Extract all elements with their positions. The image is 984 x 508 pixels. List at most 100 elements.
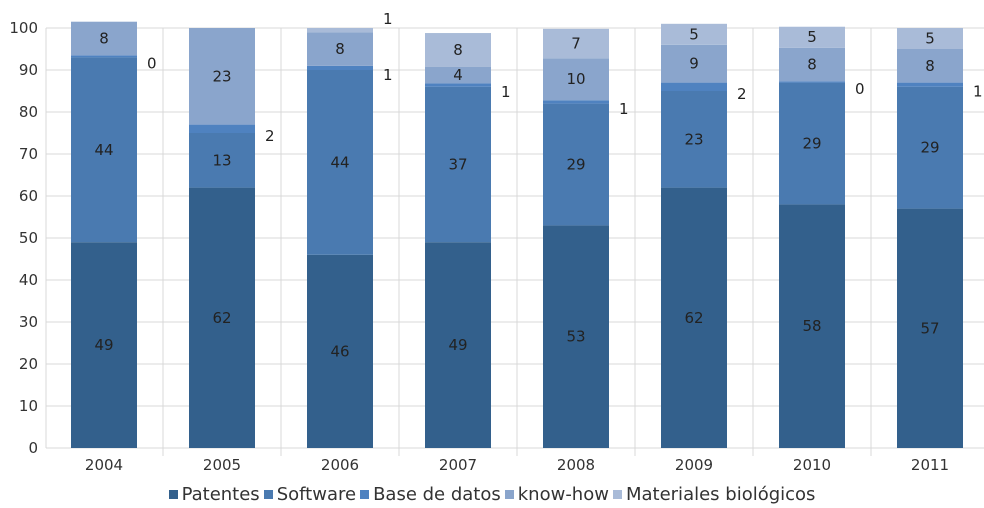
legend-item: Materiales biológicos xyxy=(612,484,816,505)
bar-segment xyxy=(189,28,255,125)
data-label: 49 xyxy=(448,336,467,354)
y-tick-label: 30 xyxy=(19,313,38,331)
x-tick-label: 2006 xyxy=(321,456,359,474)
data-label: 1 xyxy=(383,10,393,28)
bar-segment xyxy=(425,86,491,243)
bar-segment xyxy=(661,82,727,91)
data-label: 37 xyxy=(448,156,467,174)
bar-segment xyxy=(779,82,845,205)
bar-segment xyxy=(543,28,609,59)
data-label: 1 xyxy=(383,66,393,84)
x-tick-label: 2008 xyxy=(557,456,595,474)
y-tick-label: 60 xyxy=(19,187,38,205)
bar-segment xyxy=(661,187,727,448)
x-tick-label: 2004 xyxy=(85,456,123,474)
data-label: 8 xyxy=(807,56,817,74)
data-label: 57 xyxy=(920,319,939,337)
legend-swatch xyxy=(504,490,514,499)
bar-segment xyxy=(779,81,845,83)
legend-swatch xyxy=(168,490,178,499)
legend-item: Patentes xyxy=(168,484,260,505)
data-label: 13 xyxy=(212,151,231,169)
data-label: 5 xyxy=(807,28,817,46)
bar-segment xyxy=(779,204,845,448)
legend-item: Software xyxy=(263,484,357,505)
bar-segment xyxy=(779,47,845,82)
bar-segment xyxy=(71,57,137,243)
x-tick-label: 2010 xyxy=(793,456,831,474)
data-label: 53 xyxy=(566,328,585,346)
bar-segment xyxy=(543,100,609,104)
bar-segment xyxy=(189,187,255,448)
bar-segment xyxy=(661,44,727,83)
data-label: 10 xyxy=(566,70,585,88)
y-tick-label: 80 xyxy=(19,103,38,121)
bar-segment xyxy=(543,225,609,448)
y-tick-label: 90 xyxy=(19,61,38,79)
data-label: 1 xyxy=(501,83,511,101)
data-label: 58 xyxy=(802,317,821,335)
y-tick-label: 50 xyxy=(19,229,38,247)
data-label: 44 xyxy=(330,153,349,171)
bar-segment xyxy=(897,208,963,448)
legend-item: Base de datos xyxy=(360,484,501,505)
legend-item: know-how xyxy=(504,484,609,505)
data-label: 4 xyxy=(453,66,463,84)
legend-label: Software xyxy=(276,484,357,505)
bar-segment xyxy=(307,65,373,70)
y-tick-label: 100 xyxy=(9,19,38,37)
y-tick-label: 0 xyxy=(28,439,38,457)
chart-legend: Patentes Software Base de datos know-how Mat… xyxy=(0,484,984,505)
data-label: 62 xyxy=(212,309,231,327)
data-label: 5 xyxy=(689,25,699,43)
bar-segment xyxy=(661,23,727,45)
bar-segment xyxy=(543,103,609,226)
bar-segment xyxy=(307,32,373,66)
legend-swatch xyxy=(612,490,622,499)
x-tick-label: 2007 xyxy=(439,456,477,474)
data-label: 29 xyxy=(920,139,939,157)
data-label: 44 xyxy=(94,141,113,159)
data-label: 2 xyxy=(265,127,275,145)
bar-segment xyxy=(897,28,963,49)
bar-segment xyxy=(71,21,137,56)
data-label: 5 xyxy=(925,30,935,48)
data-label: 23 xyxy=(684,130,703,148)
bar-segment xyxy=(897,49,963,83)
data-label: 8 xyxy=(99,30,109,48)
bar-segment xyxy=(71,55,137,58)
x-tick-label: 2009 xyxy=(675,456,713,474)
legend-label: Patentes xyxy=(181,484,260,505)
bar-segment xyxy=(425,66,491,84)
bar-segment xyxy=(779,26,845,48)
chart-plot: 0102030405060708090100494408200462132232… xyxy=(9,10,984,474)
bar-segment xyxy=(71,242,137,448)
bar-segment xyxy=(897,86,963,209)
legend-label: Materiales biológicos xyxy=(625,484,816,505)
bar-segment xyxy=(425,33,491,67)
data-label: 0 xyxy=(147,54,157,72)
data-label: 9 xyxy=(689,55,699,73)
data-label: 62 xyxy=(684,309,703,327)
data-label: 8 xyxy=(335,40,345,58)
data-label: 2 xyxy=(737,85,747,103)
data-label: 1 xyxy=(619,100,629,118)
data-label: 29 xyxy=(566,156,585,174)
data-label: 0 xyxy=(855,80,865,98)
bar-segment xyxy=(897,82,963,87)
data-label: 49 xyxy=(94,336,113,354)
bar-segment xyxy=(307,254,373,448)
legend-swatch xyxy=(263,490,273,499)
bar-segment xyxy=(425,242,491,448)
bar-segment xyxy=(543,58,609,101)
data-label: 8 xyxy=(453,41,463,59)
y-tick-label: 10 xyxy=(19,397,38,415)
data-label: 7 xyxy=(571,35,581,53)
data-label: 1 xyxy=(973,83,983,101)
bar-segment xyxy=(661,91,727,188)
x-tick-label: 2011 xyxy=(911,456,949,474)
y-tick-label: 70 xyxy=(19,145,38,163)
data-label: 29 xyxy=(802,135,821,153)
data-label: 8 xyxy=(925,57,935,75)
